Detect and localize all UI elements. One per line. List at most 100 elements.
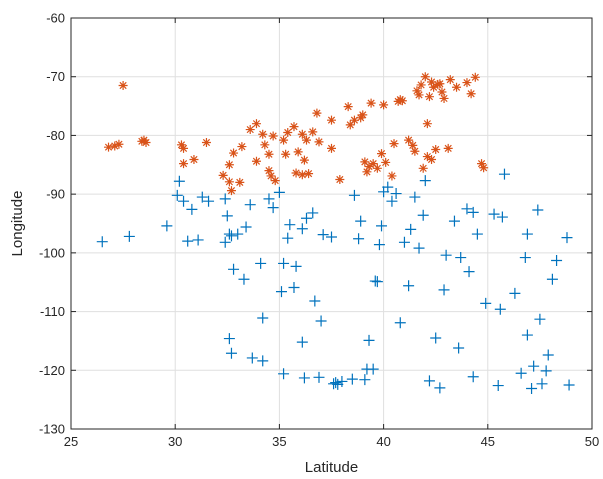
data-point-star <box>270 176 280 186</box>
data-point-plus <box>203 195 215 207</box>
data-point-star <box>229 148 239 158</box>
data-point-plus <box>240 221 252 233</box>
data-point-plus <box>521 228 533 240</box>
data-point-star <box>281 149 291 159</box>
data-point-plus <box>405 223 417 235</box>
data-point-star <box>427 155 437 165</box>
data-point-star <box>462 78 472 88</box>
data-point-star <box>470 72 480 82</box>
data-point-plus <box>186 203 198 215</box>
data-point-plus <box>563 379 575 391</box>
data-point-plus <box>417 209 429 221</box>
data-point-plus <box>534 313 546 325</box>
data-point-plus <box>96 236 108 248</box>
data-point-star <box>226 186 236 196</box>
data-point-plus <box>257 355 269 367</box>
data-point-plus <box>542 349 554 361</box>
data-point-plus <box>394 317 406 329</box>
data-point-star <box>312 108 322 118</box>
data-point-plus <box>492 380 504 392</box>
data-point-plus <box>315 315 327 327</box>
data-point-plus <box>409 191 421 203</box>
data-point-plus <box>463 266 475 278</box>
data-point-star <box>404 135 414 145</box>
data-point-plus <box>546 273 558 285</box>
data-point-star <box>431 145 441 155</box>
data-point-star <box>389 139 399 149</box>
data-point-star <box>176 140 186 150</box>
data-point-star <box>429 82 439 92</box>
y-tick-label: -60 <box>46 11 65 26</box>
data-point-star <box>335 174 345 184</box>
data-point-star <box>364 162 374 172</box>
data-point-star <box>314 137 324 147</box>
data-point-plus <box>171 189 183 201</box>
data-point-plus <box>309 295 321 307</box>
y-tick-label: -90 <box>46 187 65 202</box>
data-point-plus <box>255 257 267 269</box>
data-point-star <box>366 98 376 108</box>
axis-ticks <box>70 17 593 430</box>
y-tick-label: -100 <box>39 245 65 260</box>
data-point-star <box>358 110 368 120</box>
data-point-star <box>301 135 311 145</box>
data-point-plus <box>178 195 190 207</box>
data-point-plus <box>532 204 544 216</box>
data-point-plus <box>313 371 325 383</box>
data-point-plus <box>355 215 367 227</box>
data-point-star <box>424 92 434 102</box>
data-point-star <box>410 146 420 156</box>
data-point-plus <box>173 175 185 187</box>
data-point-star <box>179 159 189 169</box>
scatter-series <box>96 72 575 394</box>
data-point-star <box>224 177 234 187</box>
data-point-star <box>422 119 432 129</box>
data-point-plus <box>413 242 425 254</box>
data-point-plus <box>455 252 467 264</box>
data-point-star <box>408 140 418 150</box>
data-point-plus <box>267 202 279 214</box>
data-point-star <box>379 100 389 110</box>
data-point-star <box>283 127 293 137</box>
data-point-plus <box>284 219 296 231</box>
data-point-star <box>477 159 487 169</box>
data-point-plus <box>263 193 275 205</box>
data-point-star <box>368 159 378 169</box>
data-point-plus <box>453 342 465 354</box>
data-point-plus <box>448 215 460 227</box>
data-point-plus <box>498 168 510 180</box>
data-point-plus <box>419 175 431 187</box>
data-point-plus <box>161 220 173 232</box>
data-point-plus <box>123 230 135 242</box>
data-point-star <box>291 168 301 178</box>
data-point-star <box>439 93 449 103</box>
data-point-plus <box>373 239 385 251</box>
series-star-markers <box>104 72 489 196</box>
data-point-plus <box>398 236 410 248</box>
y-tick-label: -120 <box>39 363 65 378</box>
data-point-star <box>412 86 422 96</box>
data-point-star <box>452 82 462 92</box>
data-point-star <box>362 167 372 177</box>
data-point-star <box>114 139 124 149</box>
data-point-plus <box>228 263 240 275</box>
data-point-star <box>293 147 303 157</box>
data-point-star <box>279 135 289 145</box>
data-point-star <box>416 80 426 90</box>
data-point-star <box>356 113 366 123</box>
data-point-star <box>343 102 353 112</box>
data-point-plus <box>461 203 473 215</box>
data-point-plus <box>430 332 442 344</box>
data-point-plus <box>317 229 329 241</box>
data-point-star <box>327 143 336 153</box>
data-point-star <box>235 177 245 187</box>
data-point-plus <box>238 273 250 285</box>
y-tick-label: -70 <box>46 69 65 84</box>
data-point-star <box>479 163 489 173</box>
data-point-plus <box>494 303 506 315</box>
data-point-plus <box>440 249 452 261</box>
data-point-plus <box>363 334 375 346</box>
data-point-star <box>414 90 424 100</box>
y-tick-label: -130 <box>39 422 65 437</box>
